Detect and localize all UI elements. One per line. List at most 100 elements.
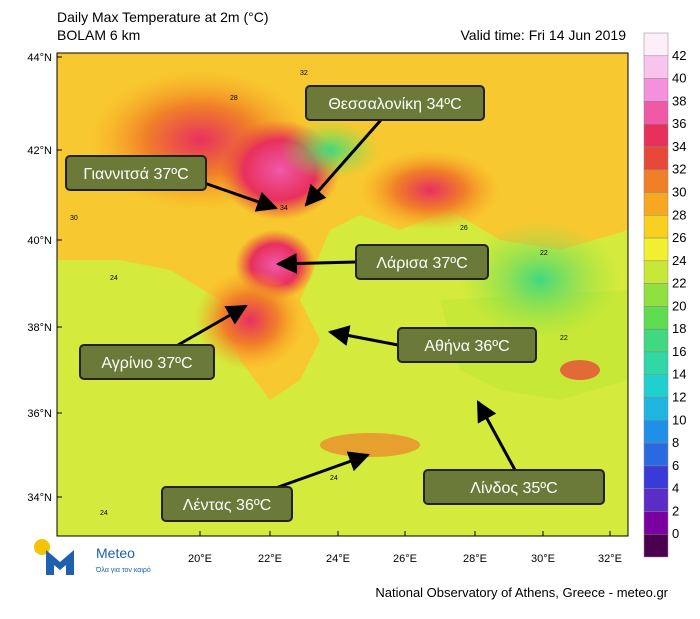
crete	[320, 433, 420, 457]
callout-box	[355, 244, 489, 280]
colorbar-label: 24	[672, 253, 686, 268]
callout-box	[79, 344, 215, 380]
callout-arrow	[327, 325, 399, 347]
colorbar-cell	[643, 374, 669, 398]
colorbar-cell	[643, 32, 669, 57]
colorbar-cell	[643, 215, 669, 239]
field-label: 24	[330, 475, 338, 482]
field-label: 22	[560, 335, 568, 342]
logo-name: Meteo	[96, 545, 135, 561]
logo-tagline: Όλα για τον καιρό	[95, 566, 151, 574]
colorbar-cell	[643, 237, 669, 262]
logo-mark	[46, 550, 74, 575]
callout-box	[305, 85, 485, 121]
colorbar-label: 26	[672, 230, 686, 245]
colorbar-cell	[643, 101, 669, 125]
logo: Meteo Όλα για τον καιρό	[34, 539, 151, 575]
callout-arrow	[269, 451, 370, 492]
lon-label: 24°E	[326, 553, 350, 565]
lat-label: 38°N	[27, 322, 52, 334]
lon-label: 22°E	[258, 553, 282, 565]
colorbar-cell	[643, 442, 669, 467]
callout-arrow	[177, 304, 248, 347]
field-label: 24	[100, 510, 108, 517]
lat-label: 36°N	[27, 408, 52, 420]
footer: National Observatory of Athens, Greece -…	[375, 585, 668, 600]
field-label: 22	[540, 250, 548, 257]
callout-box	[161, 486, 293, 522]
cool	[280, 120, 380, 180]
colorbar-cell	[643, 511, 669, 535]
colorbar-cell	[643, 192, 669, 216]
colorbar-label: 20	[672, 298, 686, 313]
colorbar-label: 28	[672, 207, 686, 222]
colorbar-cell	[643, 306, 669, 330]
colorbar-label: 36	[672, 116, 686, 131]
field-label: 34	[280, 205, 288, 212]
colorbar-label: 32	[672, 162, 686, 177]
colorbar-label: 16	[672, 344, 686, 359]
colorbar-label: 14	[672, 367, 686, 382]
field-label: 26	[460, 225, 468, 232]
colorbar-label: 42	[672, 48, 686, 63]
heat	[360, 150, 500, 230]
field-label: 28	[230, 95, 238, 102]
colorbar-label: 18	[672, 321, 686, 336]
colorbar-cell	[643, 533, 669, 558]
colorbar-cell	[643, 465, 669, 489]
lon-label: 26°E	[393, 553, 417, 565]
colorbar-label: 30	[672, 184, 686, 199]
lon-label: 20°E	[188, 553, 212, 565]
lat-label: 34°N	[27, 492, 52, 504]
colorbar-cell	[643, 283, 669, 307]
lat-label: 42°N	[27, 145, 52, 157]
colorbar-cell	[643, 55, 669, 79]
colorbar-label: 10	[672, 412, 686, 427]
lon-label: 32°E	[598, 553, 622, 565]
colorbar-cell	[643, 351, 669, 375]
colorbar-cell	[643, 328, 669, 353]
colorbar-cell	[643, 146, 669, 170]
colorbar-cell	[643, 78, 669, 102]
lon-label: 30°E	[531, 553, 555, 565]
lon-label: 28°E	[463, 553, 487, 565]
colorbar-cell	[643, 420, 669, 444]
lat-label: 40°N	[27, 235, 52, 247]
heat	[560, 360, 600, 380]
map-field	[57, 53, 628, 536]
colorbar-cell	[643, 397, 669, 421]
map-frame	[56, 52, 629, 537]
colorbar-label: 6	[672, 458, 679, 473]
colorbar-label: 40	[672, 71, 686, 86]
cool	[460, 220, 620, 340]
colorbar-label: 2	[672, 503, 679, 518]
colorbar-label: 12	[672, 390, 686, 405]
callout-label: Αθήνα 36ºC	[424, 338, 509, 355]
callout-label: Γιαννιτσά 37ºC	[83, 166, 188, 183]
callout-label: Λίνδος 35ºC	[470, 480, 557, 497]
callout-arrow	[476, 400, 517, 471]
field-label: 32	[300, 70, 308, 77]
valid-time: Valid time: Fri 14 Jun 2019	[461, 27, 627, 43]
heat	[195, 270, 305, 370]
callout-arrow	[275, 253, 357, 275]
title: Daily Max Temperature at 2m (°C)	[57, 9, 269, 25]
colorbar-label: 0	[672, 526, 679, 541]
field-label: 24	[110, 275, 118, 282]
callout-label: Λάρισα 37ºC	[376, 255, 467, 272]
colorbar-cell	[643, 260, 669, 284]
callout-label: Αγρίνιο 37ºC	[101, 355, 192, 372]
callout-label: Λέντας 36ºC	[183, 497, 272, 514]
colorbar-cell	[643, 123, 669, 148]
colorbar-label: 38	[672, 93, 686, 108]
colorbar-cell	[643, 488, 669, 512]
colorbar-label: 22	[672, 276, 686, 291]
subtitle: BOLAM 6 km	[57, 27, 140, 43]
callout-box	[397, 327, 537, 363]
colorbar-label: 4	[672, 481, 679, 496]
field-label: 30	[70, 215, 78, 222]
colorbar-cell	[643, 169, 669, 193]
colorbar-label: 8	[672, 435, 679, 450]
